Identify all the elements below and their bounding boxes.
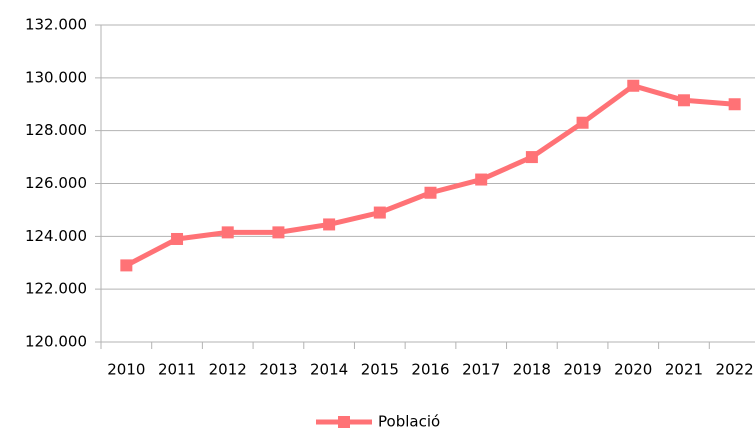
legend-label: Població (378, 413, 440, 431)
x-tick-label: 2010 (107, 361, 145, 379)
marker (677, 94, 690, 107)
x-tick-label: 2014 (310, 361, 348, 379)
y-tick-label: 128.000 (25, 121, 87, 139)
x-tick-label: 2011 (158, 361, 196, 379)
marker (627, 79, 640, 92)
marker (475, 173, 488, 186)
line (125, 83, 735, 268)
x-tick-label: 2015 (361, 361, 399, 379)
y-tick-label: 120.000 (25, 333, 87, 351)
y-tick-label: 126.000 (25, 174, 87, 192)
x-tick-label: 2019 (563, 361, 601, 379)
marker (424, 186, 437, 199)
x-tick-label: 2020 (614, 361, 652, 379)
x-tick-label: 2017 (462, 361, 500, 379)
x-tick-label: 2013 (259, 361, 297, 379)
marker (120, 259, 133, 272)
marker (728, 98, 741, 111)
y-tick-label: 122.000 (25, 280, 87, 298)
y-tick-label: 132.000 (25, 16, 87, 34)
x-tick-label: 2022 (716, 361, 754, 379)
marker (525, 151, 538, 164)
legend-marker (338, 416, 350, 428)
y-tick-label: 124.000 (25, 227, 87, 245)
y-tick-label: 130.000 (25, 68, 87, 86)
x-tick-label: 2016 (411, 361, 449, 379)
marker (272, 226, 285, 239)
marker (171, 232, 184, 245)
marker (221, 226, 234, 239)
marker (576, 116, 589, 129)
marker (373, 206, 386, 219)
x-tick-label: 2012 (209, 361, 247, 379)
marker (323, 218, 336, 231)
x-tick-label: 2018 (513, 361, 551, 379)
x-tick-label: 2021 (665, 361, 703, 379)
